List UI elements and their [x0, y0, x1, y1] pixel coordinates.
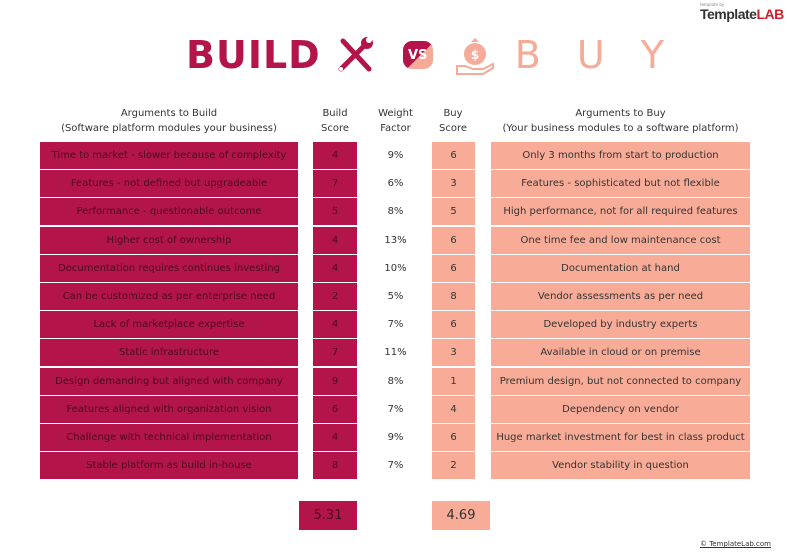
- table-row: Features - not defined but upgradeable 7 6…: [0, 170, 790, 198]
- header-buy-score: Buy Score: [438, 108, 467, 134]
- buy-score: 1: [432, 367, 475, 395]
- weight-factor: 7%: [387, 403, 404, 415]
- buy-argument: One time fee and low maintenance cost: [491, 226, 750, 254]
- buy-score: 3: [432, 339, 475, 367]
- weight-factor: 6%: [387, 178, 404, 190]
- logo-tagline: template by: [700, 2, 725, 7]
- build-argument: Can be customized as per enterprise need: [40, 283, 298, 310]
- build-argument: Features aligned with organization visio…: [40, 395, 298, 423]
- buy-score: 3: [432, 170, 475, 198]
- table-row: Stable platform as build in-house 8 7% 2 Ven…: [0, 452, 790, 480]
- footer-copyright[interactable]: © TemplateLab.com: [700, 540, 771, 548]
- build-score: 4: [313, 311, 357, 339]
- table-row: Higher cost of ownership 4 13% 6 One time fe…: [0, 226, 790, 254]
- weight-factor: 8%: [387, 206, 404, 218]
- weight-factor: 7%: [387, 460, 404, 472]
- buy-score: 6: [432, 424, 475, 451]
- buy-argument: Documentation at hand: [491, 254, 750, 282]
- build-score: 4: [313, 226, 357, 254]
- buy-argument: Vendor assessments as per need: [491, 283, 750, 310]
- table-row: Can be customized as per enterprise need…: [0, 283, 790, 310]
- build-argument: Features - not defined but upgradeable: [40, 170, 298, 198]
- buy-argument: Developed by industry experts: [491, 311, 750, 339]
- money-bag-hand-icon: $: [455, 38, 494, 75]
- weight-factor: 13%: [384, 234, 407, 246]
- build-score: 9: [313, 367, 357, 395]
- buy-argument: Features - sophisticated but not flexibl…: [491, 170, 750, 198]
- buy-argument: Dependency on vendor: [491, 395, 750, 423]
- build-argument: Documentation requires continues investi…: [40, 254, 298, 282]
- build-total: 5.31: [299, 501, 357, 530]
- table-row: Documentation requires continues investi…: [0, 254, 790, 282]
- table-row: Challenge with technical implementation 4…: [0, 424, 790, 451]
- build-argument: Higher cost of ownership: [40, 226, 298, 254]
- svg-text:$: $: [471, 48, 479, 62]
- table-row: Design demanding but aligned with compan…: [0, 367, 790, 395]
- header-build-score: Build Score: [320, 108, 349, 134]
- buy-argument: Vendor stability in question: [491, 452, 750, 480]
- table-row: Performance - questionable outcome 5 8% 5 Hi…: [0, 198, 790, 226]
- buy-total: 4.69: [432, 501, 490, 530]
- header-build-arguments: Arguments to Build (Software platform mod…: [61, 108, 277, 134]
- build-argument: Performance - questionable outcome: [40, 198, 298, 226]
- build-score: 6: [313, 395, 357, 423]
- weight-factor: 7%: [387, 319, 404, 331]
- build-score: 4: [313, 254, 357, 282]
- table-row: Time to market - slower because of compl…: [0, 142, 790, 169]
- weight-factor: 11%: [384, 347, 407, 359]
- buy-score: 5: [432, 198, 475, 226]
- header-buy-arguments: Arguments to Buy (Your business modules t…: [502, 108, 739, 134]
- weight-factor: 9%: [387, 432, 404, 443]
- buy-score: 4: [432, 395, 475, 423]
- weight-factor: 10%: [384, 262, 407, 274]
- buy-score: 8: [432, 283, 475, 310]
- header-weight-factor: Weight Factor: [378, 108, 413, 134]
- build-argument: Lack of marketplace expertise: [40, 311, 298, 339]
- build-score: 7: [313, 339, 357, 367]
- build-argument: Challenge with technical implementation: [40, 424, 298, 451]
- buy-score: 6: [432, 311, 475, 339]
- table-row: Features aligned with organization visio…: [0, 395, 790, 423]
- buy-argument: Only 3 months from start to production: [491, 142, 750, 169]
- buy-argument: Premium design, but not connected to com…: [491, 367, 750, 395]
- wrench-screwdriver-icon: [338, 37, 373, 72]
- buy-score: 6: [432, 142, 475, 169]
- buy-score: 6: [432, 254, 475, 282]
- vs-badge: VS: [402, 41, 433, 69]
- table-row: Lack of marketplace expertise 4 7% 6 Develop…: [0, 311, 790, 339]
- build-score: 4: [313, 424, 357, 451]
- build-argument: Static infrastructure: [40, 339, 298, 367]
- table-row: Static infrastructure 7 11% 3 Available in c…: [0, 339, 790, 367]
- build-score: 2: [313, 283, 357, 310]
- build-score: 4: [313, 142, 357, 169]
- build-title: BUILD: [186, 33, 321, 77]
- templatelab-logo: TemplateLAB: [700, 6, 784, 22]
- buy-argument: Huge market investment for best in class…: [491, 424, 750, 451]
- buy-title: B U Y: [514, 33, 676, 77]
- build-score: 7: [313, 170, 357, 198]
- build-argument: Stable platform as build in-house: [40, 452, 298, 480]
- weight-factor: 8%: [387, 375, 404, 387]
- build-score: 5: [313, 198, 357, 226]
- buy-argument: High performance, not for all required f…: [491, 198, 750, 226]
- build-argument: Time to market - slower because of compl…: [40, 142, 298, 169]
- page-title: BUILD VS $ B U Y: [186, 30, 676, 80]
- build-score: 8: [313, 452, 357, 480]
- weight-factor: 5%: [387, 291, 404, 302]
- buy-score: 2: [432, 452, 475, 480]
- buy-argument: Available in cloud or on premise: [491, 339, 750, 367]
- weight-factor: 9%: [387, 150, 404, 161]
- build-argument: Design demanding but aligned with compan…: [40, 367, 298, 395]
- buy-score: 6: [432, 226, 475, 254]
